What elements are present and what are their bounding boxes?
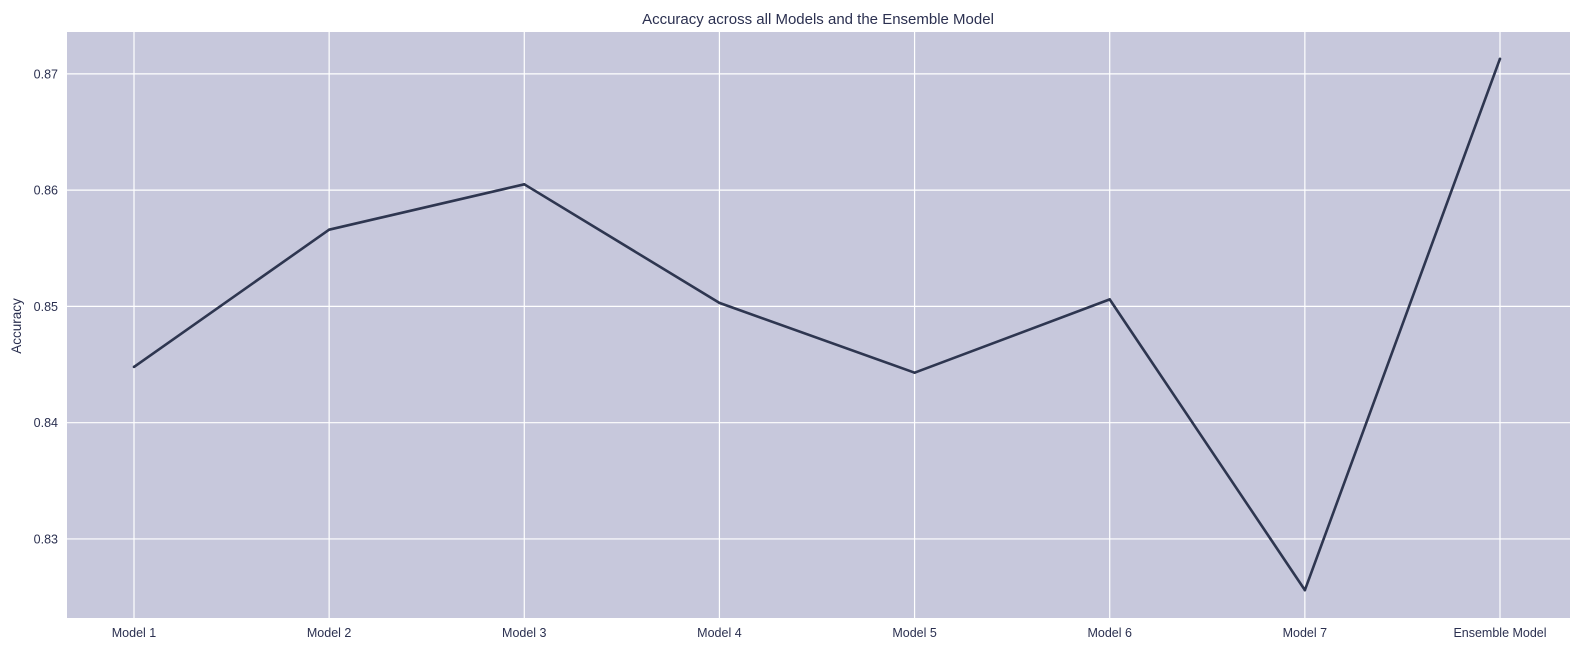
chart-title: Accuracy across all Models and the Ensem… (642, 11, 994, 28)
x-tick-label: Model 2 (307, 626, 352, 640)
y-axis-label: Accuracy (9, 298, 24, 354)
y-tick-label: 0.86 (34, 184, 58, 198)
grid-lines (67, 32, 1570, 618)
x-tick-label: Model 6 (1087, 626, 1132, 640)
x-tick-label: Model 1 (112, 626, 157, 640)
x-tick-label: Ensemble Model (1453, 626, 1546, 640)
accuracy-series-line (133, 58, 1502, 592)
data-point (1303, 588, 1307, 592)
data-point (522, 183, 526, 186)
data-point (718, 301, 721, 305)
x-tick-label: Model 3 (502, 626, 547, 640)
y-tick-label: 0.83 (34, 532, 58, 546)
data-point (1498, 57, 1502, 61)
y-tick-label: 0.84 (34, 416, 58, 430)
plot-area (67, 32, 1570, 618)
x-tick-label: Model 5 (892, 626, 937, 640)
y-tick-label: 0.87 (34, 67, 58, 81)
data-point (913, 371, 916, 374)
x-tick-label: Model 7 (1283, 626, 1328, 640)
y-tick-labels: 0.83 0.84 0.85 0.86 0.87 (34, 67, 58, 546)
data-point (1108, 298, 1112, 301)
data-point (132, 365, 136, 369)
series-line-layer (132, 57, 1502, 592)
x-tick-labels: Model 1 Model 2 Model 3 Model 4 Model 5 Model… (112, 626, 1547, 640)
y-tick-label: 0.85 (34, 300, 58, 314)
x-tick-label: Model 4 (697, 626, 742, 640)
data-point (327, 228, 331, 231)
